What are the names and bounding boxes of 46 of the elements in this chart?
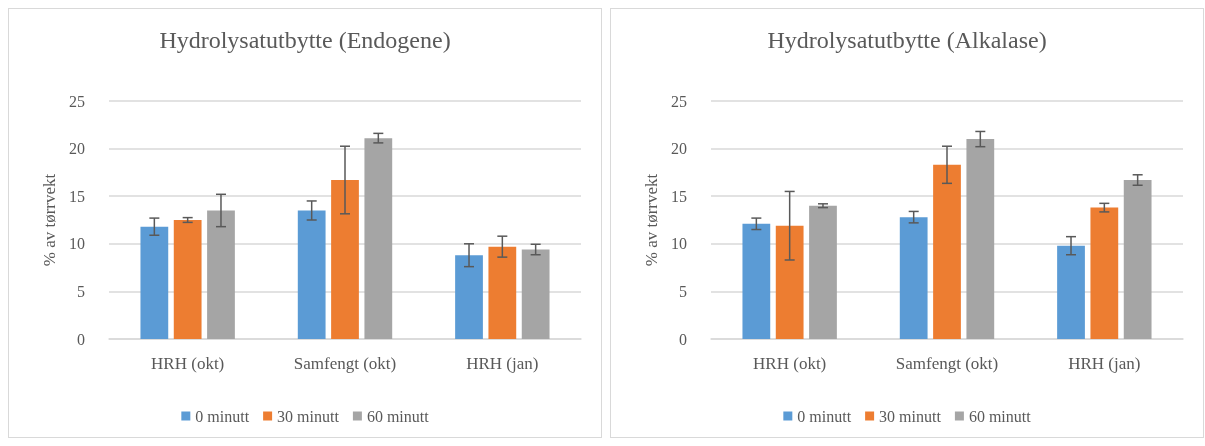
x-tick-label: Samfengt (okt) (293, 354, 397, 373)
x-tick-label: HRH (jan) (1068, 354, 1141, 373)
bar (966, 139, 995, 339)
y-axis-title: % av tørrvekt (642, 173, 662, 267)
bar (488, 246, 517, 339)
y-tick-label: 0 (679, 330, 687, 348)
y-tick-label: 10 (671, 235, 687, 253)
bar (809, 205, 837, 339)
y-tick-label: 5 (77, 282, 85, 300)
legend-label: 0 minutt (797, 407, 852, 425)
y-tick-label: 10 (69, 235, 85, 253)
bar (207, 210, 235, 339)
bar (364, 138, 393, 339)
bar (140, 226, 169, 339)
bar (933, 164, 961, 339)
chart-title: Hydrolysatutbytte (Alkalase) (767, 27, 1047, 53)
y-tick-label: 20 (671, 140, 687, 158)
bar (1123, 180, 1152, 339)
bar (521, 249, 550, 339)
legend-label: 30 minutt (879, 407, 942, 425)
x-tick-label: Samfengt (okt) (895, 354, 999, 373)
x-tick-label: HRH (okt) (151, 354, 225, 373)
y-tick-label: 15 (671, 187, 687, 205)
legend-label: 60 minutt (366, 407, 430, 425)
legend-label: 30 minutt (277, 407, 340, 425)
bar (1057, 245, 1085, 339)
bar (455, 255, 483, 339)
bar (331, 180, 359, 339)
x-tick-label: HRH (okt) (753, 354, 827, 373)
bar (173, 220, 202, 339)
legend-label: 60 minutt (968, 407, 1032, 425)
y-tick-label: 25 (671, 92, 687, 110)
y-tick-label: 0 (77, 330, 85, 348)
bar (742, 223, 771, 339)
chart-title: Hydrolysatutbytte (Endogene) (159, 27, 451, 53)
y-tick-label: 25 (69, 92, 85, 110)
bar (297, 210, 326, 339)
legend-label: 0 minutt (195, 407, 250, 425)
x-tick-label: HRH (jan) (466, 354, 539, 373)
y-tick-label: 20 (69, 140, 85, 158)
y-axis-title: % av tørrvekt (40, 173, 60, 267)
bar (1090, 207, 1119, 339)
y-tick-label: 5 (679, 282, 687, 300)
y-tick-label: 15 (69, 187, 85, 205)
bar (775, 225, 804, 339)
bar (899, 217, 928, 339)
